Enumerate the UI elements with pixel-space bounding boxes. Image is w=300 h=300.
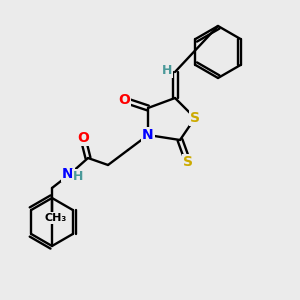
Text: O: O	[118, 93, 130, 107]
Text: CH₃: CH₃	[45, 213, 67, 223]
Text: N: N	[62, 167, 74, 181]
Text: O: O	[77, 131, 89, 145]
Text: H: H	[73, 169, 83, 182]
Text: S: S	[190, 111, 200, 125]
Text: N: N	[142, 128, 154, 142]
Text: S: S	[183, 155, 193, 169]
Text: H: H	[162, 64, 172, 76]
